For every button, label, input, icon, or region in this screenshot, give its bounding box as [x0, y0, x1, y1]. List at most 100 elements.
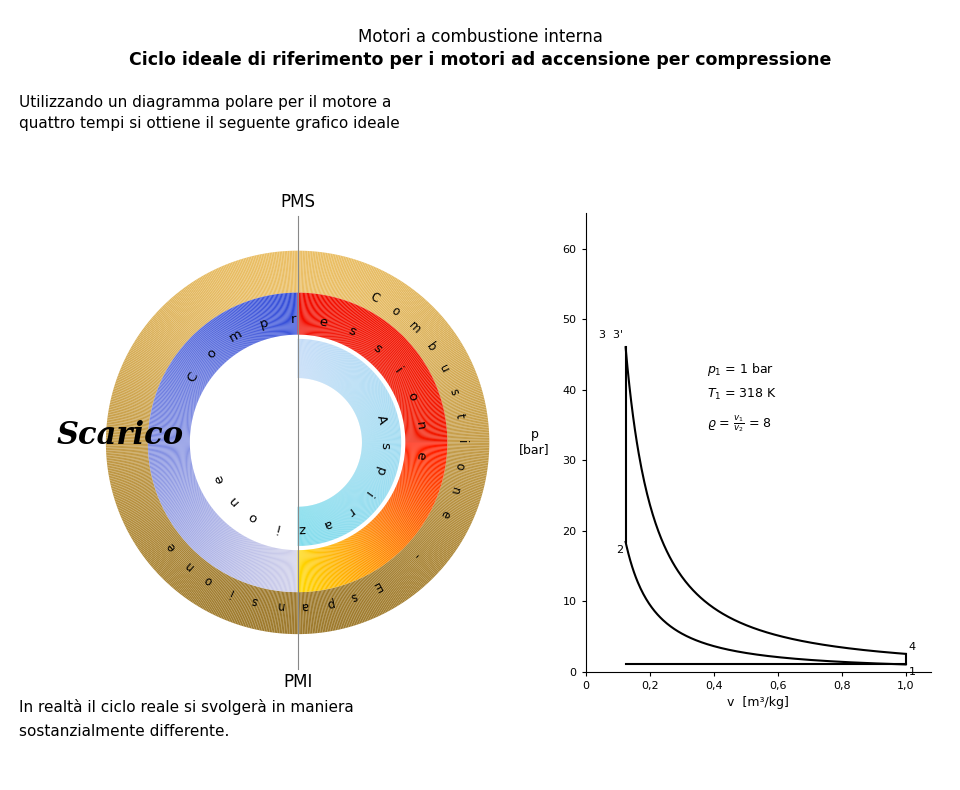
Wedge shape	[249, 300, 263, 340]
Wedge shape	[180, 349, 213, 376]
Wedge shape	[338, 492, 363, 524]
Wedge shape	[341, 490, 369, 519]
Wedge shape	[426, 344, 463, 367]
Wedge shape	[306, 506, 312, 545]
Wedge shape	[356, 580, 374, 619]
Wedge shape	[369, 330, 397, 363]
Wedge shape	[405, 309, 437, 340]
Wedge shape	[169, 497, 205, 520]
Wedge shape	[155, 475, 195, 489]
Wedge shape	[164, 373, 202, 393]
Wedge shape	[178, 506, 211, 532]
Wedge shape	[107, 450, 148, 454]
Wedge shape	[314, 549, 321, 590]
Wedge shape	[430, 510, 468, 531]
Wedge shape	[361, 426, 400, 433]
Wedge shape	[318, 503, 331, 540]
Wedge shape	[107, 454, 149, 459]
Wedge shape	[318, 548, 327, 589]
Wedge shape	[129, 513, 166, 534]
Wedge shape	[300, 339, 303, 378]
Wedge shape	[207, 273, 228, 310]
Wedge shape	[339, 491, 365, 521]
Wedge shape	[362, 448, 400, 453]
Text: Motori a combustione interna: Motori a combustione interna	[357, 28, 603, 46]
Wedge shape	[390, 559, 417, 593]
Wedge shape	[110, 473, 152, 484]
Wedge shape	[378, 513, 411, 542]
Text: o: o	[204, 346, 220, 361]
Wedge shape	[210, 271, 230, 309]
Wedge shape	[319, 344, 332, 382]
Wedge shape	[187, 340, 219, 370]
Wedge shape	[405, 429, 446, 434]
Wedge shape	[425, 342, 462, 365]
Wedge shape	[445, 416, 488, 423]
Wedge shape	[315, 252, 321, 294]
Wedge shape	[180, 348, 214, 375]
Wedge shape	[243, 258, 256, 299]
Wedge shape	[339, 304, 356, 343]
Wedge shape	[445, 466, 487, 474]
Wedge shape	[210, 320, 236, 355]
Wedge shape	[220, 579, 238, 619]
Wedge shape	[365, 271, 385, 309]
Wedge shape	[304, 251, 307, 293]
Wedge shape	[221, 266, 239, 305]
Wedge shape	[225, 536, 246, 574]
Wedge shape	[343, 260, 357, 300]
Wedge shape	[116, 380, 156, 395]
Wedge shape	[355, 532, 379, 569]
Wedge shape	[324, 589, 332, 631]
Wedge shape	[351, 581, 368, 622]
Wedge shape	[244, 543, 260, 583]
Wedge shape	[148, 448, 190, 452]
Wedge shape	[242, 585, 255, 626]
Wedge shape	[373, 518, 403, 549]
Wedge shape	[361, 423, 399, 431]
Wedge shape	[434, 503, 472, 522]
Wedge shape	[340, 258, 353, 299]
Wedge shape	[345, 584, 360, 624]
Wedge shape	[163, 549, 194, 581]
Wedge shape	[239, 304, 256, 343]
Wedge shape	[347, 484, 376, 510]
Wedge shape	[433, 361, 472, 380]
Wedge shape	[387, 502, 422, 526]
Wedge shape	[296, 592, 298, 634]
Wedge shape	[128, 512, 165, 532]
Wedge shape	[354, 533, 378, 570]
Wedge shape	[444, 471, 486, 480]
Wedge shape	[360, 420, 399, 429]
Wedge shape	[372, 571, 395, 608]
Wedge shape	[168, 553, 198, 585]
Wedge shape	[106, 438, 148, 440]
Wedge shape	[306, 340, 313, 378]
Wedge shape	[120, 367, 159, 385]
Wedge shape	[403, 464, 444, 473]
Wedge shape	[108, 463, 150, 471]
Wedge shape	[158, 482, 198, 498]
Text: Scarico: Scarico	[57, 420, 184, 451]
Wedge shape	[320, 345, 335, 382]
Wedge shape	[386, 503, 421, 529]
Wedge shape	[328, 299, 342, 340]
Wedge shape	[351, 263, 368, 303]
Wedge shape	[114, 386, 155, 400]
Wedge shape	[319, 547, 328, 589]
Wedge shape	[352, 475, 387, 496]
Wedge shape	[132, 345, 169, 367]
Wedge shape	[363, 577, 383, 615]
Wedge shape	[307, 293, 312, 335]
Wedge shape	[418, 327, 452, 353]
Wedge shape	[335, 543, 351, 583]
Wedge shape	[326, 500, 345, 535]
Wedge shape	[150, 461, 192, 470]
Wedge shape	[290, 293, 293, 335]
Wedge shape	[149, 536, 182, 564]
Wedge shape	[364, 527, 391, 560]
Wedge shape	[142, 329, 178, 355]
Text: i: i	[361, 488, 374, 498]
Wedge shape	[343, 488, 371, 517]
Wedge shape	[387, 562, 413, 596]
